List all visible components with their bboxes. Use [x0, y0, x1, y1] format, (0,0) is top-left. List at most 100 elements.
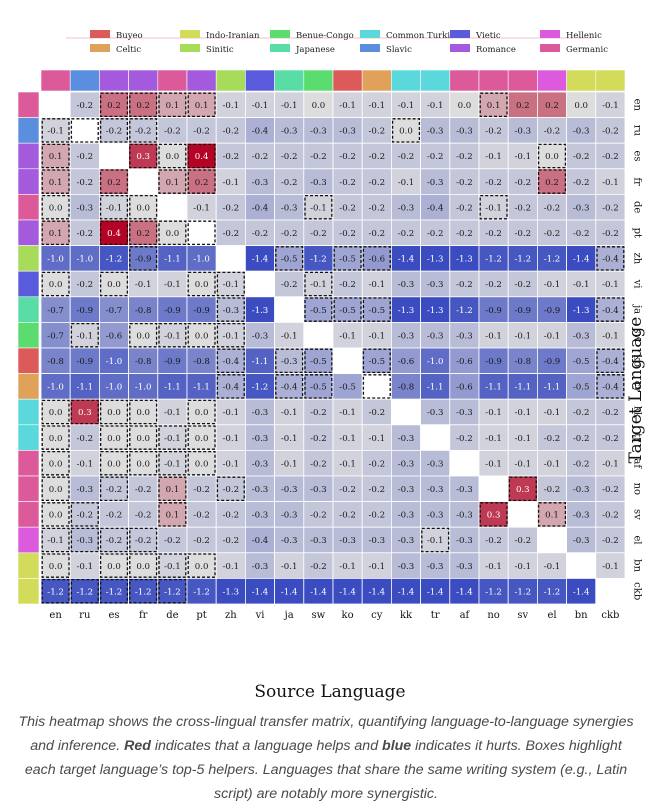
cell-value-label: -0.2 [106, 127, 123, 137]
legend-label: Benue-Congo [296, 31, 354, 41]
chart-legend: Buyeo Celtic Indo-Iranian Sinitic Benue-Cong… [66, 30, 608, 55]
cell-value-label: -0.3 [573, 331, 590, 341]
cell-value-label: -0.4 [281, 383, 298, 393]
x-tick-label: es [108, 610, 119, 621]
cell-value-label: -0.2 [223, 511, 240, 521]
heatmap-cell [99, 578, 130, 605]
cell-value-label: 0.0 [49, 485, 63, 495]
cell-value-label: -0.4 [252, 203, 269, 213]
y-tick-label: af [632, 458, 643, 469]
cell-value-label: -0.6 [398, 357, 415, 367]
heatmap-cell [244, 475, 275, 503]
x-tick-label: tr [431, 610, 440, 621]
heatmap-cell [215, 321, 246, 349]
cell-value-label: 0.0 [136, 203, 150, 213]
heatmap-cell [595, 424, 626, 451]
cell-value-label: -0.2 [485, 127, 502, 137]
cell-value-label: -0.2 [77, 152, 94, 162]
heatmap-cell [303, 373, 334, 400]
heatmap-cells: -0.2 0.2 0.2 0.1 0.1 -0.1 -0.1 -0.1 0.0 -0.1 -0.1 -… [40, 91, 626, 605]
cell-value-label: -0.2 [77, 229, 94, 239]
x-axis-label: Source Language [254, 682, 405, 702]
source-family-cell [274, 69, 305, 92]
heatmap-cell [244, 526, 275, 554]
cell-value-label: -0.2 [164, 536, 181, 546]
cell-value-label: -0.3 [252, 331, 269, 341]
cell-value-label: -0.2 [310, 459, 327, 469]
heatmap-cell-empty [69, 117, 100, 144]
cell-value-label: -0.3 [77, 536, 94, 546]
cell-value-label: -0.2 [602, 127, 619, 137]
heatmap-cell [332, 270, 363, 298]
cell-value-label: -0.1 [369, 280, 386, 290]
cell-value-label: -0.4 [252, 536, 269, 546]
heatmap-cell [99, 321, 130, 349]
x-tick-label: ru [79, 610, 91, 621]
source-family-cell [332, 69, 363, 92]
x-tick-label: pt [196, 610, 206, 621]
cell-value-label: -0.2 [602, 152, 619, 162]
heatmap-cell [157, 347, 188, 375]
cell-value-label: -1.2 [485, 587, 502, 597]
cell-value-label: -0.3 [456, 536, 473, 546]
cell-value-label: -1.4 [456, 587, 473, 597]
cell-value-label: -0.2 [369, 152, 386, 162]
heatmap-cell [332, 91, 363, 119]
cell-value-label: 0.2 [195, 178, 209, 188]
cell-value-label: -0.1 [223, 101, 240, 111]
cell-value-label: -0.9 [135, 255, 152, 265]
y-tick-label: zh [632, 253, 643, 265]
cell-value-label: -0.1 [77, 562, 94, 572]
heatmap-cell [390, 219, 421, 247]
cell-value-label: -0.1 [427, 101, 444, 111]
heatmap-cell [595, 398, 626, 426]
heatmap-cell [595, 193, 626, 221]
cell-value-label: -0.1 [515, 152, 532, 162]
cell-value-label: -0.2 [369, 459, 386, 469]
cell-value-label: -0.3 [77, 485, 94, 495]
cell-value-label: -0.3 [223, 306, 240, 316]
cell-value-label: -1.2 [106, 587, 123, 597]
y-tick-label: tr [632, 433, 643, 442]
cell-value-label: -0.3 [573, 511, 590, 521]
heatmap-cell [595, 117, 626, 144]
cell-value-label: -0.3 [252, 408, 269, 418]
x-tick-label: sw [312, 610, 326, 621]
cell-value-label: -0.2 [369, 178, 386, 188]
heatmap-cell [186, 398, 217, 426]
heatmap-cell [186, 117, 217, 144]
target-family-strip [17, 91, 40, 605]
heatmap-cell [478, 578, 509, 605]
cell-value-label: -0.2 [602, 408, 619, 418]
cell-value-label: -0.2 [485, 536, 502, 546]
cell-value-label: -0.1 [369, 331, 386, 341]
heatmap-cell [595, 270, 626, 298]
cell-value-label: -0.1 [602, 459, 619, 469]
target-family-cell [17, 117, 40, 144]
cell-value-label: -0.3 [427, 331, 444, 341]
heatmap-cell [215, 424, 246, 451]
target-family-cell [17, 347, 40, 374]
heatmap-cell [566, 296, 597, 323]
cell-value-label: -0.1 [485, 562, 502, 572]
source-family-cell [40, 69, 71, 92]
cell-value-label: -0.3 [427, 562, 444, 572]
heatmap-cell [507, 475, 538, 503]
cell-value-label: -0.5 [573, 357, 590, 367]
cell-value-label: -0.1 [164, 280, 181, 290]
heatmap-cell [215, 270, 246, 298]
cell-value-label: 0.0 [166, 152, 180, 162]
cell-value-label: 0.0 [545, 152, 559, 162]
cell-value-label: -0.2 [602, 229, 619, 239]
cell-value-label: -1.1 [544, 383, 561, 393]
cell-value-label: 0.0 [312, 101, 326, 111]
cell-value-label: -0.9 [485, 306, 502, 316]
cell-value-label: -1.2 [456, 306, 473, 316]
cell-value-label: -0.1 [281, 331, 298, 341]
caption-text-3: indicates it hurts. Boxes highlight each… [24, 738, 628, 802]
heatmap-cell [69, 270, 100, 298]
cell-value-label: -0.2 [456, 434, 473, 444]
cell-value-label: -1.3 [456, 255, 473, 265]
cell-value-label: -0.1 [485, 408, 502, 418]
cell-value-label: -0.5 [369, 357, 386, 367]
